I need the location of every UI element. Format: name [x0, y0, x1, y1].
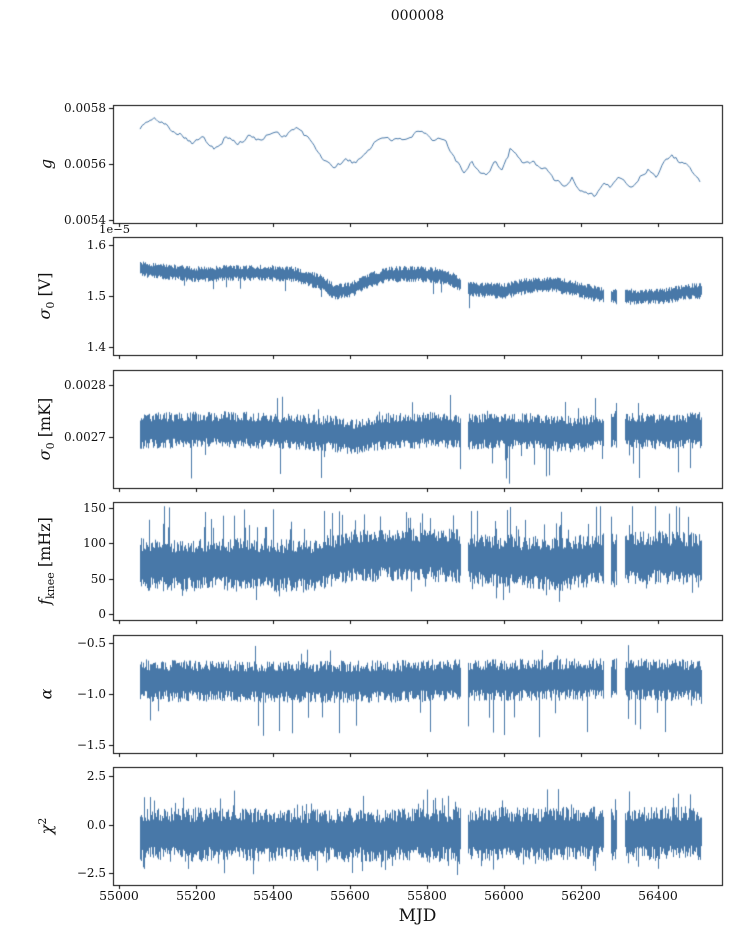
y-axis-label-alpha: α: [36, 688, 56, 700]
y-axis-label-f-knee: fknee [mHz]: [34, 517, 58, 605]
y-tick-label: 100: [83, 536, 106, 550]
y-tick-label: 1.6: [86, 238, 106, 252]
y-tick-label: 0.0: [86, 818, 106, 832]
figure-title: 000008: [390, 8, 445, 24]
y-tick-label: 0.0058: [64, 101, 106, 115]
y-tick-label: 50: [90, 572, 106, 586]
y-axis-label-gain: g: [36, 158, 56, 170]
y-axis-offset-label: 1e−5: [99, 222, 131, 236]
y-tick-label: 1.5: [86, 289, 106, 303]
y-tick-label: 0.0056: [64, 157, 106, 171]
y-axis-label-chi-squared: χ2: [35, 817, 57, 835]
x-tick-label: 55000: [99, 888, 139, 903]
y-axis-label-sigma0-mK: σ0 [mK]: [34, 397, 58, 461]
x-tick-label: 56400: [638, 888, 678, 903]
x-tick-label: 55400: [253, 888, 293, 903]
x-tick-label: 56200: [561, 888, 601, 903]
y-tick-label: 0: [98, 607, 106, 621]
y-tick-label: 0.0054: [64, 213, 106, 227]
y-tick-label: −1.0: [76, 687, 106, 701]
y-tick-label: 1.4: [86, 340, 106, 354]
x-tick-label: 56000: [484, 888, 524, 903]
x-tick-label: 55600: [330, 888, 370, 903]
y-tick-label: −0.5: [76, 636, 106, 650]
y-tick-label: 150: [83, 501, 106, 515]
y-tick-label: −1.5: [76, 738, 106, 752]
y-axis-label-sigma0-volts: σ0 [V]: [34, 272, 58, 320]
x-tick-label: 55800: [407, 888, 447, 903]
y-tick-label: −2.5: [76, 866, 106, 880]
y-tick-label: 0.0027: [64, 430, 106, 444]
y-tick-label: 2.5: [86, 769, 106, 783]
x-axis-title: MJD: [398, 906, 437, 926]
x-tick-label: 55200: [176, 888, 216, 903]
y-tick-label: 0.0028: [64, 378, 106, 392]
